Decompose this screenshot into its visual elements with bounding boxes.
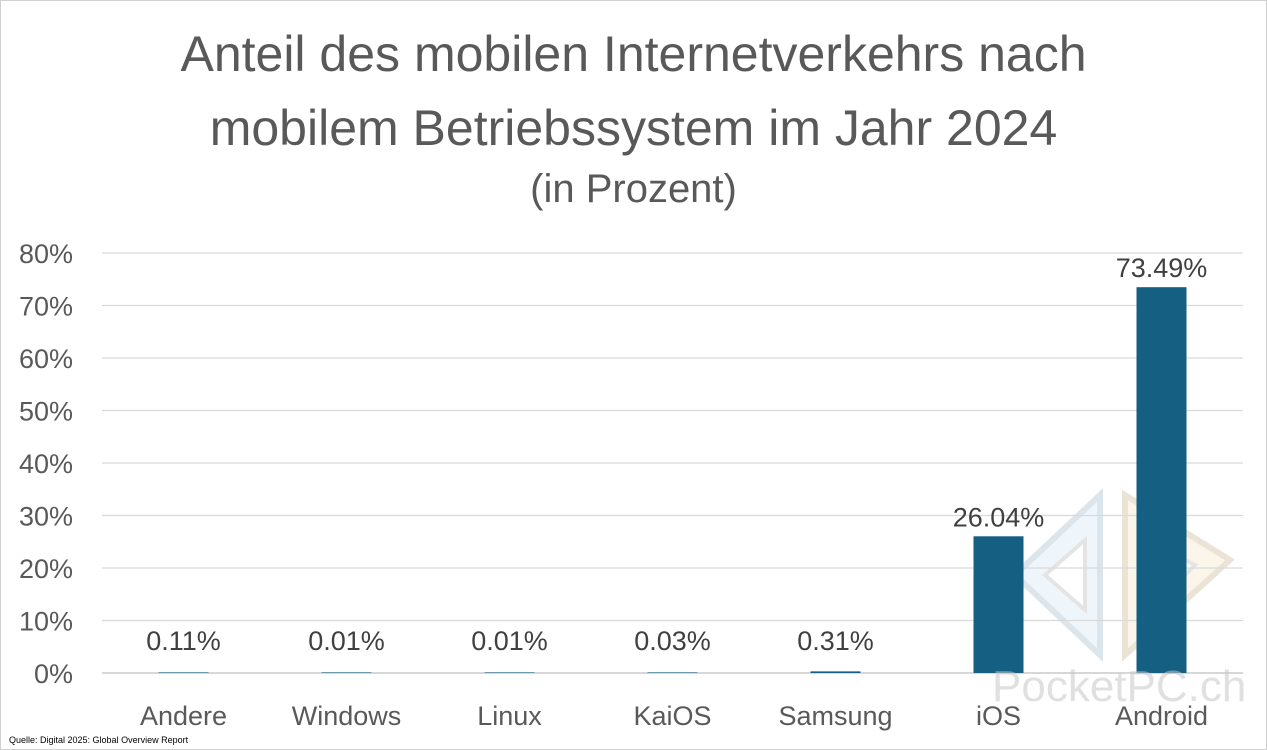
chart-title-line2: mobilem Betriebssystem im Jahr 2024 [209, 100, 1058, 156]
data-label: 0.03% [634, 626, 711, 656]
data-label: 0.11% [146, 626, 221, 656]
x-tick-label: Windows [292, 701, 402, 731]
x-tick-label: Linux [477, 701, 542, 731]
watermark-text: PocketPC.ch [992, 662, 1247, 711]
bar [158, 672, 209, 673]
y-tick-label: 30% [19, 502, 73, 532]
y-tick-label: 40% [19, 449, 73, 479]
y-tick-label: 80% [19, 239, 73, 269]
y-tick-label: 60% [19, 344, 73, 374]
bar [1136, 287, 1187, 673]
data-label: 0.31% [797, 626, 874, 656]
chart-title-line1: Anteil des mobilen Internetverkehrs nach [180, 26, 1087, 82]
source-note: Quelle: Digital 2025: Global Overview Re… [9, 735, 189, 745]
y-tick-label: 0% [34, 659, 73, 689]
y-tick-label: 20% [19, 554, 73, 584]
bar [647, 672, 698, 673]
chart-subtitle: (in Prozent) [530, 167, 737, 211]
data-label: 73.49% [1116, 253, 1208, 283]
x-tick-label: iOS [976, 701, 1021, 731]
data-label: 26.04% [953, 502, 1045, 532]
data-label: 0.01% [471, 626, 548, 656]
bar [321, 672, 372, 673]
y-tick-label: 10% [19, 607, 73, 637]
x-tick-label: Samsung [778, 701, 892, 731]
bar [973, 536, 1024, 673]
x-tick-label: Andere [140, 701, 227, 731]
y-tick-label: 70% [19, 292, 73, 322]
y-tick-label: 50% [19, 397, 73, 427]
bar [484, 672, 535, 673]
x-tick-label: KaiOS [633, 701, 711, 731]
bar [810, 671, 861, 673]
data-label: 0.01% [308, 626, 385, 656]
x-tick-label: Android [1115, 701, 1208, 731]
